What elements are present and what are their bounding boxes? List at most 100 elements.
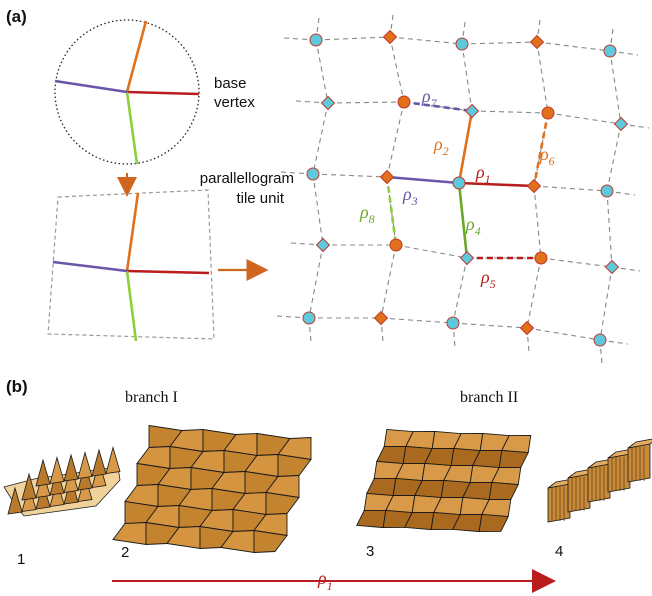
orange-circle-node	[389, 238, 403, 252]
zigzag-facet	[35, 458, 51, 487]
cyan-diamond-node	[315, 237, 331, 253]
lattice-edge	[389, 36, 405, 103]
tile-unit-diagram	[47, 189, 215, 342]
branch-1-numeral: I	[173, 389, 178, 406]
crease-red	[126, 90, 200, 96]
orange-diamond-node	[526, 178, 542, 194]
step-4-label: 4	[555, 543, 563, 560]
branch-1-label: branch I	[125, 389, 178, 406]
rho8-crease	[385, 176, 398, 246]
lattice-edge	[606, 123, 622, 192]
step-1-label: 1	[17, 551, 25, 568]
lattice-edge	[471, 110, 549, 114]
crease-purple	[54, 79, 128, 94]
orange-diamond-node	[379, 169, 395, 185]
pleat-face	[627, 443, 651, 483]
lattice-edge	[533, 185, 542, 259]
base-label: base	[214, 75, 247, 92]
surface-facet	[112, 522, 147, 546]
lattice-edge	[327, 101, 405, 104]
lattice-edge	[526, 327, 601, 341]
rho7-crease	[403, 100, 473, 113]
tile-unit-label: tile unit	[236, 190, 284, 207]
fold-state-4	[547, 438, 652, 523]
rho5-label: ρ5	[480, 267, 496, 291]
rho3-label: ρ3	[402, 184, 418, 208]
fold-state-1	[3, 446, 121, 517]
lattice-edge	[386, 101, 405, 178]
rho4-crease	[457, 182, 469, 259]
pleat-face	[567, 473, 591, 513]
orange-circle-node	[541, 106, 555, 120]
rho1-crease	[458, 181, 535, 188]
zigzag-facet	[77, 451, 93, 479]
lattice-edge	[533, 185, 608, 192]
lattice-edge	[452, 257, 468, 324]
lattice-edge	[308, 244, 324, 319]
zigzag-facet	[21, 472, 37, 501]
cyan-diamond-node	[320, 95, 336, 111]
lattice-edge	[312, 173, 388, 178]
base-vertex-circle	[54, 19, 200, 165]
lattice-edge	[389, 36, 463, 45]
pleat-face	[587, 463, 611, 503]
rho2-crease	[457, 110, 474, 184]
crease-lattice	[276, 14, 650, 365]
cyan-circle-node	[603, 44, 617, 58]
surface-facet	[488, 481, 519, 501]
pleat-top	[627, 438, 652, 449]
surface-facet	[366, 477, 397, 497]
orange-circle-node	[534, 251, 548, 265]
cyan-circle-node	[455, 37, 469, 51]
zigzag-facet	[91, 448, 107, 477]
lattice-edge	[606, 190, 613, 268]
lattice-edge	[609, 50, 622, 125]
lattice-edge	[312, 173, 324, 246]
step-2-label: 2	[121, 544, 129, 561]
lattice-edge	[599, 266, 613, 341]
step-3-label: 3	[366, 543, 374, 560]
cyan-circle-node	[302, 311, 316, 325]
cyan-diamond-node	[613, 116, 629, 132]
branch-2-word: branch	[460, 389, 504, 406]
orange-diamond-node	[382, 29, 398, 45]
branch-2-numeral: II	[508, 389, 519, 406]
cyan-circle-node	[593, 333, 607, 347]
tile-crease-purple	[52, 260, 128, 273]
zigzag-facet	[49, 456, 65, 484]
branch-1-word: branch	[125, 389, 169, 406]
cyan-circle-node	[309, 33, 323, 47]
rho7-label: ρ7	[421, 86, 438, 110]
lattice-edge	[540, 257, 613, 268]
lattice-edge	[315, 39, 329, 104]
tile-outline	[47, 189, 215, 340]
surface-facet	[478, 513, 509, 533]
cyan-diamond-node	[604, 259, 620, 275]
tile-crease-red	[126, 269, 210, 275]
zigzag-facet	[63, 453, 79, 482]
rho1-axis-label: ρ1	[317, 568, 333, 593]
zigzag-facet	[105, 446, 121, 474]
surface-facet	[253, 529, 288, 553]
lattice-nodes	[302, 29, 629, 347]
lattice-edge	[380, 244, 397, 319]
fold-state-2	[112, 424, 312, 554]
cyan-circle-node	[446, 316, 460, 330]
rho6-crease	[532, 112, 550, 187]
axis-rho-sub: 1	[327, 579, 333, 593]
axis-rho: ρ	[317, 568, 327, 588]
rho2-label: ρ2	[433, 134, 449, 158]
lattice-edge	[536, 41, 611, 52]
surface-facet	[376, 445, 407, 465]
rho6-label: ρ6	[539, 144, 555, 168]
branch-2-label: branch II	[460, 389, 518, 406]
cyan-diamond-node	[464, 103, 480, 119]
panel-b-label: (b)	[6, 377, 28, 396]
panel-a-label: (a)	[6, 7, 27, 26]
cyan-diamond-node	[459, 250, 475, 266]
rho-labels: ρ1 ρ2 ρ3 ρ4 ρ5 ρ6 ρ7 ρ8	[359, 86, 555, 291]
unit-cell-creases	[385, 100, 550, 260]
lattice-edge	[312, 102, 329, 175]
vertex-label: vertex	[214, 94, 255, 111]
